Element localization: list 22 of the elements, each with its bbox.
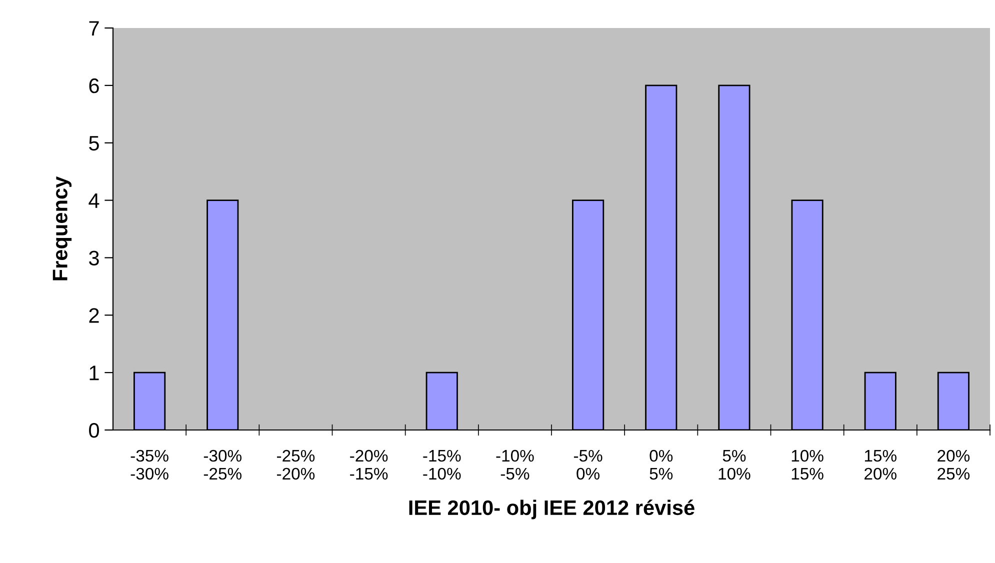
x-tick-label: 0% 5% — [650, 450, 673, 480]
y-tick-label: 1 — [90, 366, 99, 380]
y-tick-label: 6 — [89, 78, 99, 94]
x-tick-label: -10% -5% — [496, 450, 534, 480]
y-axis-title: Frequency — [52, 176, 72, 280]
y-tick-label: 2 — [89, 308, 99, 323]
x-tick-label: 5% 10% — [718, 450, 750, 480]
y-tick-label: 7 — [89, 21, 99, 36]
y-tick-label: 5 — [89, 136, 99, 151]
y-tick-label: 4 — [88, 194, 100, 208]
x-tick-label: 15% 20% — [864, 450, 896, 480]
y-tick-label: 0 — [89, 423, 99, 438]
y-tick-label: 3 — [89, 250, 99, 266]
x-tick-label: -20% -15% — [350, 450, 388, 480]
x-tick-label: -25% -20% — [276, 450, 315, 480]
x-axis-title: IEE 2010- obj IEE 2012 révisé — [409, 500, 694, 520]
x-tick-label: -30% -25% — [204, 450, 242, 480]
x-tick-label: -35% -30% — [130, 450, 168, 480]
x-tick-label: -15% -10% — [423, 450, 461, 480]
x-tick-label: -5% 0% — [574, 450, 602, 480]
x-tick-label: 10% 15% — [792, 450, 824, 480]
x-tick-label: 20% 25% — [938, 450, 970, 480]
